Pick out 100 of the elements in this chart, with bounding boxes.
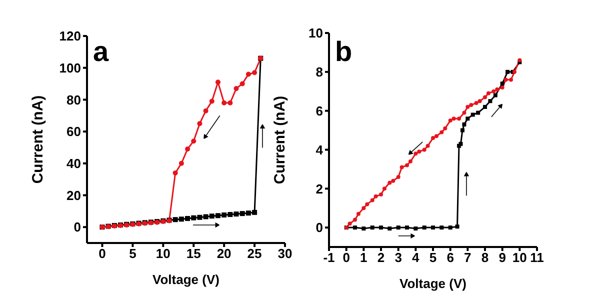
point [240,81,245,86]
point [486,91,490,96]
point [466,116,470,121]
annotation: a [93,36,109,67]
point [500,82,504,86]
y-tick-label: 10 [308,26,323,41]
point [172,170,178,176]
y-tick-label: 2 [316,181,323,196]
point [478,99,482,104]
point [440,226,444,230]
point [476,110,480,115]
point [431,226,435,230]
point [405,226,409,230]
point [466,104,470,109]
point [457,116,461,121]
point [469,102,474,107]
point [362,206,366,210]
point [203,108,208,114]
point [240,211,245,216]
point [222,212,227,218]
point [185,216,190,221]
point [215,213,220,218]
point [209,214,214,219]
point [356,212,360,216]
point [495,87,500,92]
point [448,118,452,123]
point [228,100,233,106]
x-tick-label: 2 [377,250,385,266]
point [178,216,184,222]
x-tick-label: 4 [412,250,420,266]
point [353,226,357,230]
point [209,98,214,104]
point [434,134,438,138]
point [215,80,220,85]
point [462,110,466,115]
y-tick-label: 120 [59,28,81,44]
point [460,128,464,132]
point [452,116,456,121]
point [504,78,508,82]
x-tick-label: 20 [216,246,232,262]
point [422,226,426,230]
point [414,152,418,156]
point [191,138,196,144]
point [370,226,374,230]
y-axis-title: Current (nA) [29,95,46,184]
point [252,210,258,215]
x-tick-label: 1 [360,250,368,266]
x-tick-label: 5 [129,246,136,262]
x-tick-label: 25 [247,246,262,262]
y-tick-label: 60 [66,124,81,140]
x-tick-label: 0 [342,250,350,266]
x-tick-label: 10 [156,246,170,262]
y-tick-label: 0 [316,220,323,236]
y-tick-label: 8 [316,64,323,80]
point [500,85,504,90]
point [246,72,251,77]
point [455,224,460,229]
x-tick-label: 7 [464,250,472,266]
point [408,159,412,164]
point [422,148,426,152]
point [462,122,466,126]
point [493,93,498,98]
y-axis-title: Current (nA) [271,96,288,184]
x-tick-label: 3 [394,250,402,266]
point [379,226,383,230]
x-tick-label: -1 [323,250,335,266]
point [374,194,378,198]
point [440,130,444,134]
point [234,86,239,92]
point [509,78,513,82]
point [382,186,386,191]
y-tick-label: 80 [66,92,81,108]
point [492,89,496,94]
point [405,163,409,168]
point [172,217,178,222]
point [488,99,492,104]
point [396,226,400,230]
point [417,150,422,154]
annotation: b [335,36,352,67]
point [365,202,370,206]
point [203,214,208,220]
x-tick-label: 6 [446,250,454,266]
point [426,144,430,148]
point [506,70,510,74]
point [483,104,487,109]
x-tick-label: 9 [498,250,506,266]
point [443,126,448,130]
x-axis-title: Voltage (V) [152,272,220,288]
y-tick-label: 4 [316,142,324,158]
point [197,214,202,220]
y-tick-label: 6 [316,103,323,118]
y-tick-label: 40 [66,156,81,171]
x-tick-label: 30 [278,246,292,262]
point [362,226,366,231]
point [191,215,196,220]
point [353,218,357,222]
x-tick-label: 11 [530,250,544,266]
x-tick-label: 10 [512,250,527,266]
x-axis-title: Voltage (V) [400,276,466,292]
y-tick-label: 0 [74,220,81,235]
